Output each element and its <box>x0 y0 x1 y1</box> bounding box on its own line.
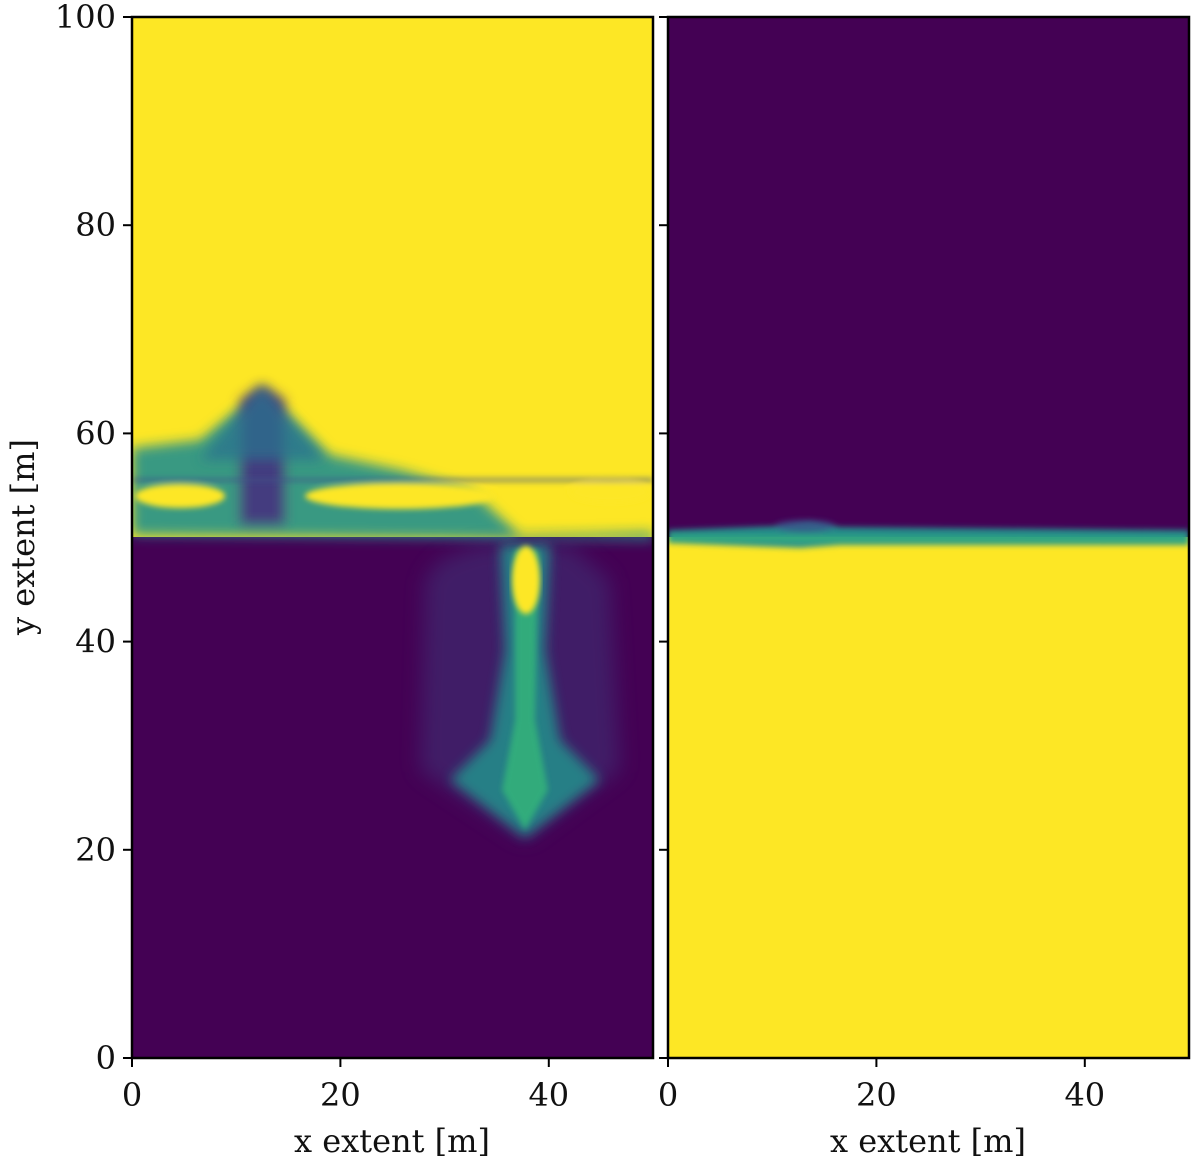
left-x-tick-label: 0 <box>122 1076 142 1114</box>
right-plot-frame <box>666 15 1191 1060</box>
left-x-tick-label: 40 <box>528 1076 569 1114</box>
right-lower-region <box>668 537 1189 1058</box>
left-panel: 0 20 40 0 20 40 60 80 100 x extent [m] y extent … <box>4 0 655 1160</box>
left-swirl-lobes <box>132 478 653 509</box>
left-x-axis-label: x extent [m] <box>294 1122 490 1160</box>
left-upward-spike <box>200 385 325 460</box>
left-y-tick-label: 40 <box>75 623 116 661</box>
right-interface-band <box>668 520 1189 548</box>
right-heatmap <box>668 17 1189 1058</box>
left-downward-plume <box>420 545 620 840</box>
right-upper-region <box>668 17 1189 537</box>
right-x-tick-label: 20 <box>856 1076 897 1114</box>
left-x-tick-label: 20 <box>320 1076 361 1114</box>
right-x-tick-label: 40 <box>1064 1076 1105 1114</box>
right-panel: 0 20 40 x extent [m] <box>658 15 1191 1160</box>
left-plot-frame <box>130 15 655 1060</box>
right-ticks: 0 20 40 <box>658 16 1105 1114</box>
left-y-tick-label: 60 <box>75 414 116 452</box>
left-ticks: 0 20 40 0 20 40 60 80 100 <box>55 0 569 1114</box>
right-x-tick-label: 0 <box>658 1076 678 1114</box>
left-y-tick-label: 0 <box>96 1039 116 1077</box>
right-x-axis-label: x extent [m] <box>830 1122 1026 1160</box>
left-y-tick-label: 20 <box>75 831 116 869</box>
left-y-tick-label: 80 <box>75 206 116 244</box>
left-y-tick-label: 100 <box>55 0 116 36</box>
left-y-axis-label: y extent [m] <box>4 439 42 636</box>
left-heatmap <box>132 17 653 1058</box>
